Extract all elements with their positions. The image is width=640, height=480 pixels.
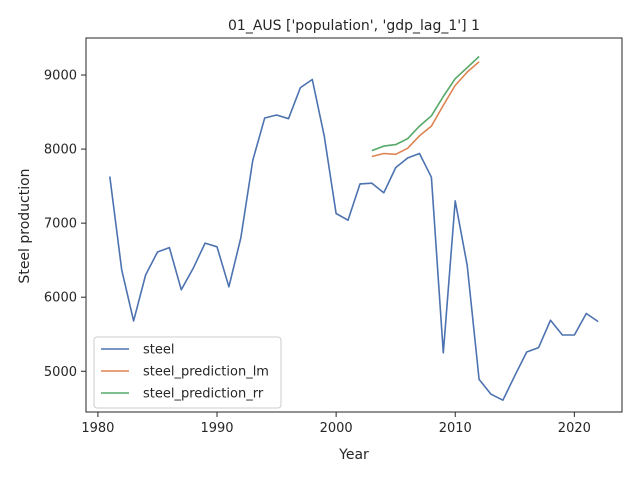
- legend-label: steel_prediction_lm: [143, 365, 269, 380]
- series-line-steel: [109, 78, 599, 401]
- series-layer: [109, 55, 599, 401]
- x-tick-label: 1980: [81, 421, 114, 436]
- series-line-steel-prediction-lm: [371, 61, 480, 158]
- y-tick-label: 6000: [44, 291, 77, 306]
- y-tick-label: 8000: [44, 143, 77, 158]
- x-axis: 1980 1990 2000 2010 2020: [81, 412, 591, 436]
- series-line-steel-prediction-rr: [371, 55, 480, 152]
- chart-title: 01_AUS ['population', 'gdp_lag_1'] 1: [228, 18, 480, 34]
- x-axis-title: Year: [338, 447, 369, 463]
- y-tick-label: 9000: [44, 69, 77, 84]
- y-axis-title: Steel production: [17, 168, 33, 283]
- y-tick-label: 5000: [44, 365, 77, 380]
- legend-label: steel: [143, 343, 174, 358]
- x-tick-label: 2020: [558, 421, 591, 436]
- plot-frame: [85, 37, 623, 413]
- x-tick-label: 2010: [439, 421, 472, 436]
- legend: steel steel_prediction_lm steel_prediction…: [93, 336, 282, 409]
- y-tick-label: 7000: [44, 217, 77, 232]
- x-tick-label: 1990: [200, 421, 233, 436]
- legend-box: [93, 336, 282, 409]
- x-tick-label: 2000: [320, 421, 353, 436]
- legend-label: steel_prediction_rr: [143, 387, 264, 402]
- y-axis: 5000 6000 7000 8000 9000: [44, 69, 86, 380]
